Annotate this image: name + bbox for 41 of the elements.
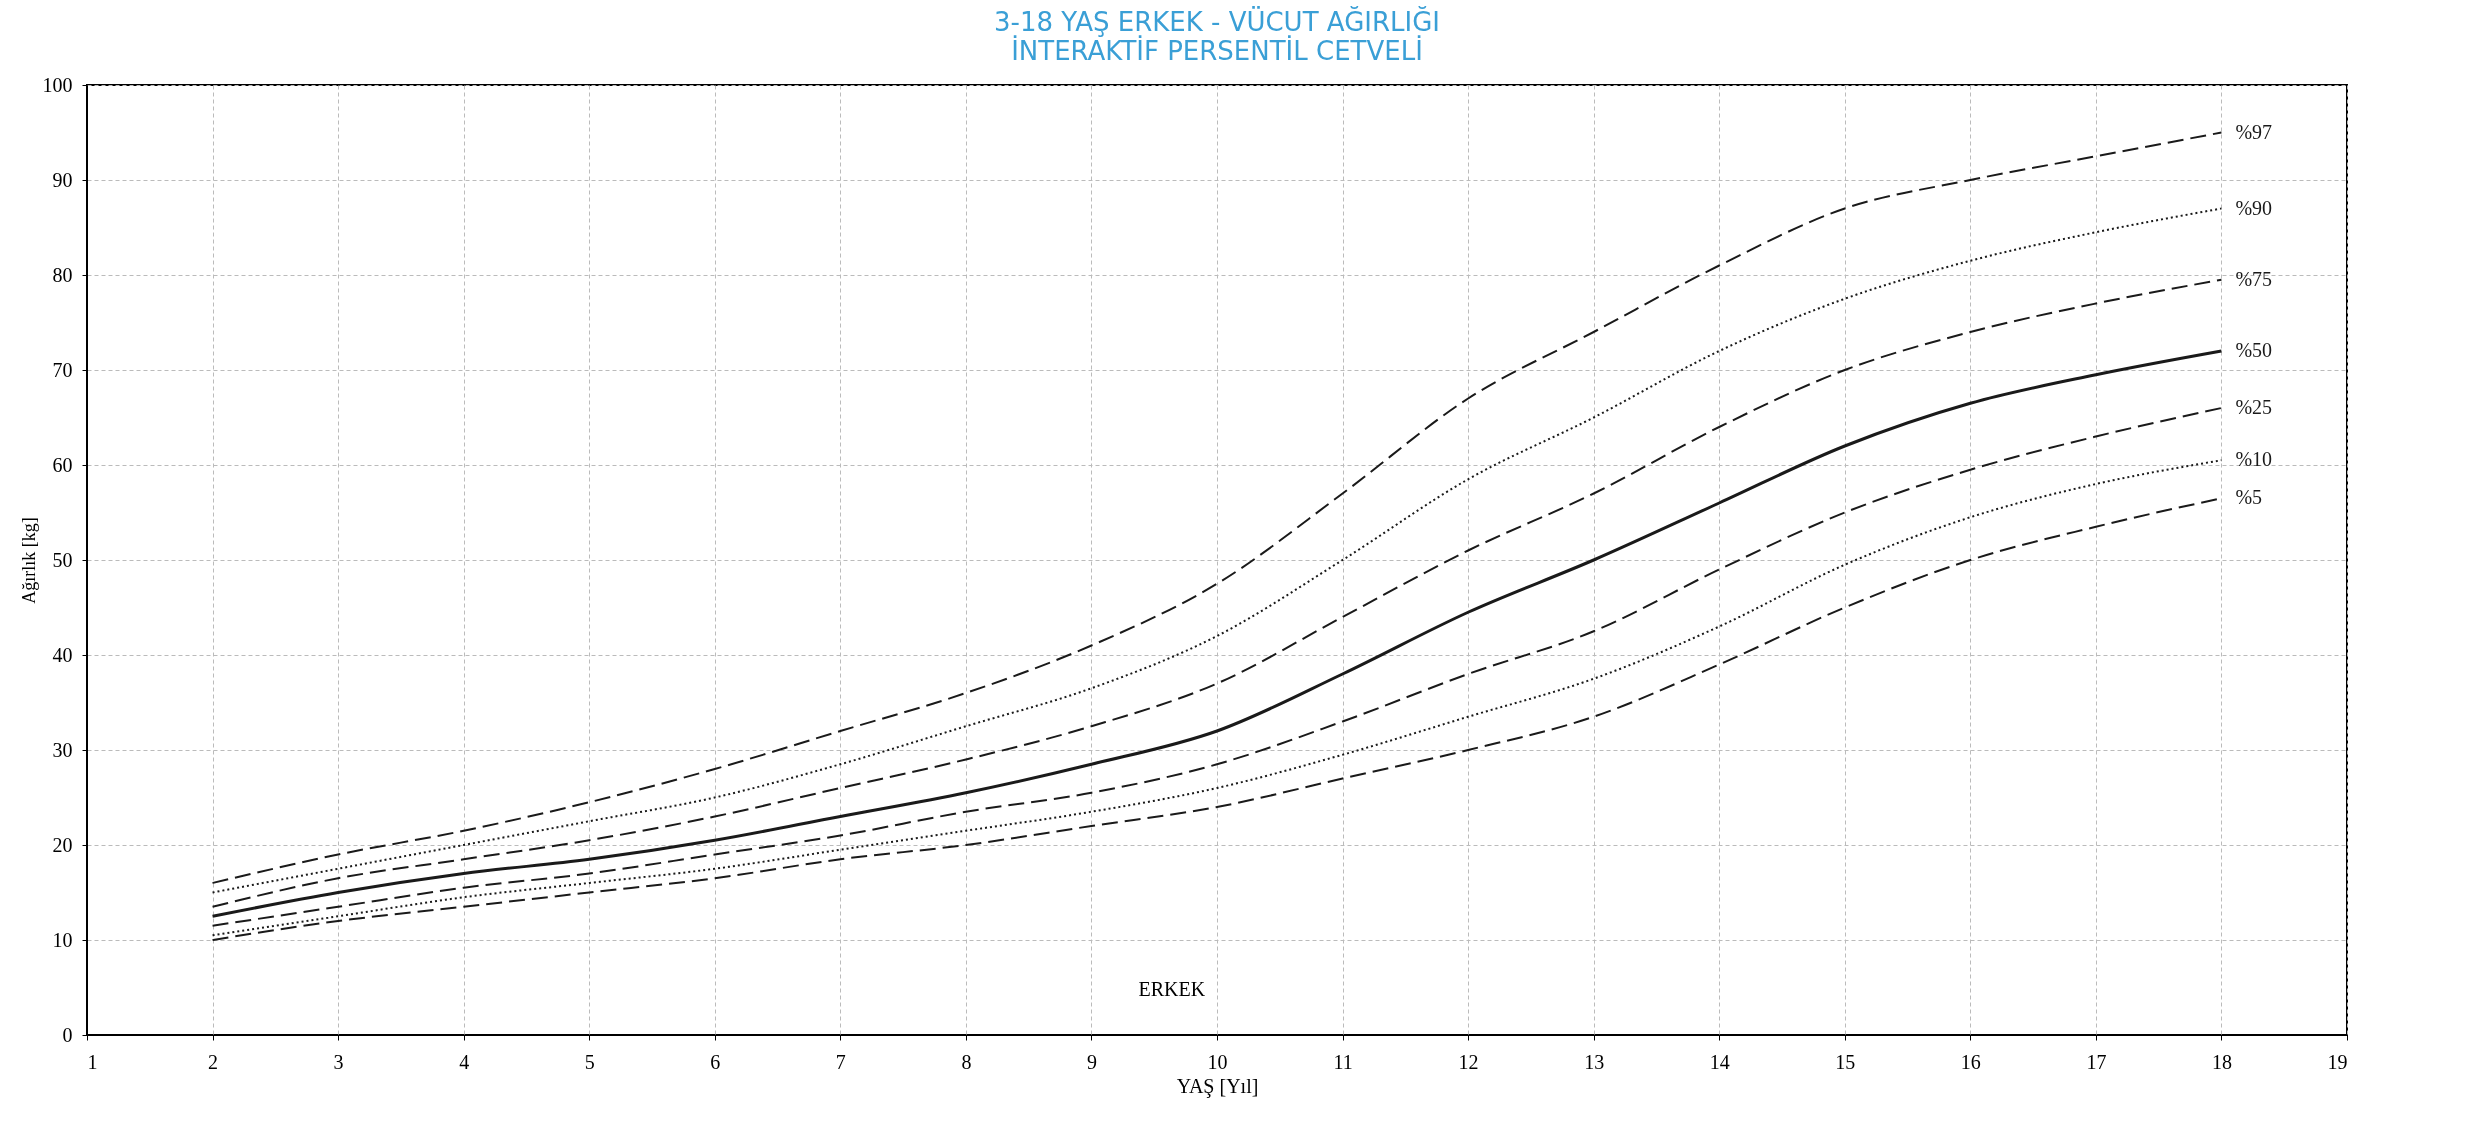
x-tick-label: 5 xyxy=(584,1050,595,1073)
y-tick-label: 90 xyxy=(52,168,73,191)
x-tick-label: 17 xyxy=(2086,1050,2107,1073)
x-tick-label: 16 xyxy=(1960,1050,1981,1073)
x-tick-label: 10 xyxy=(1207,1050,1228,1073)
y-tick-label: 0 xyxy=(62,1023,73,1046)
x-tick-label: 2 xyxy=(208,1050,219,1073)
y-tick-label: 50 xyxy=(52,548,73,571)
series-label: %10 xyxy=(2235,448,2273,471)
series-label: %5 xyxy=(2235,486,2263,509)
x-tick-label: 3 xyxy=(333,1050,344,1073)
chart-subtitle: İNTERAKTİF PERSENTİL CETVELİ xyxy=(1011,35,1423,66)
series-label: %75 xyxy=(2235,267,2273,290)
x-tick-label: 15 xyxy=(1835,1050,1856,1073)
x-tick-label: 14 xyxy=(1709,1050,1730,1073)
x-tick-label: 9 xyxy=(1086,1050,1097,1073)
series-label: %25 xyxy=(2235,396,2273,418)
x-axis-title: YAŞ [Yıl] xyxy=(1176,1074,1259,1098)
y-tick-label: 60 xyxy=(52,453,73,476)
x-tick-label: 1 xyxy=(87,1050,98,1073)
series-label: %90 xyxy=(2235,196,2273,219)
x-tick-label: 8 xyxy=(961,1050,972,1073)
x-tick-label: 4 xyxy=(459,1050,470,1073)
y-tick-label: 30 xyxy=(52,738,73,761)
x-tick-label: 13 xyxy=(1584,1050,1605,1073)
x-tick-label: 11 xyxy=(1333,1050,1353,1073)
x-tick-label: 6 xyxy=(710,1050,721,1073)
x-tick-label: 19 xyxy=(2327,1050,2348,1073)
y-tick-label: 100 xyxy=(42,73,73,96)
y-tick-label: 70 xyxy=(52,358,73,381)
x-tick-label: 18 xyxy=(2211,1050,2232,1073)
x-tick-label: 7 xyxy=(835,1050,846,1073)
series-label: %97 xyxy=(2235,120,2273,143)
y-tick-label: 40 xyxy=(52,643,73,666)
x-tick-label: 12 xyxy=(1458,1050,1479,1073)
series-label: %50 xyxy=(2235,339,2273,361)
y-axis-title: Ağırlık [kg] xyxy=(18,517,39,604)
y-tick-label: 20 xyxy=(52,833,73,856)
annotation: ERKEK xyxy=(1138,978,1206,1000)
y-tick-label: 10 xyxy=(52,928,73,951)
y-tick-label: 80 xyxy=(52,263,73,286)
